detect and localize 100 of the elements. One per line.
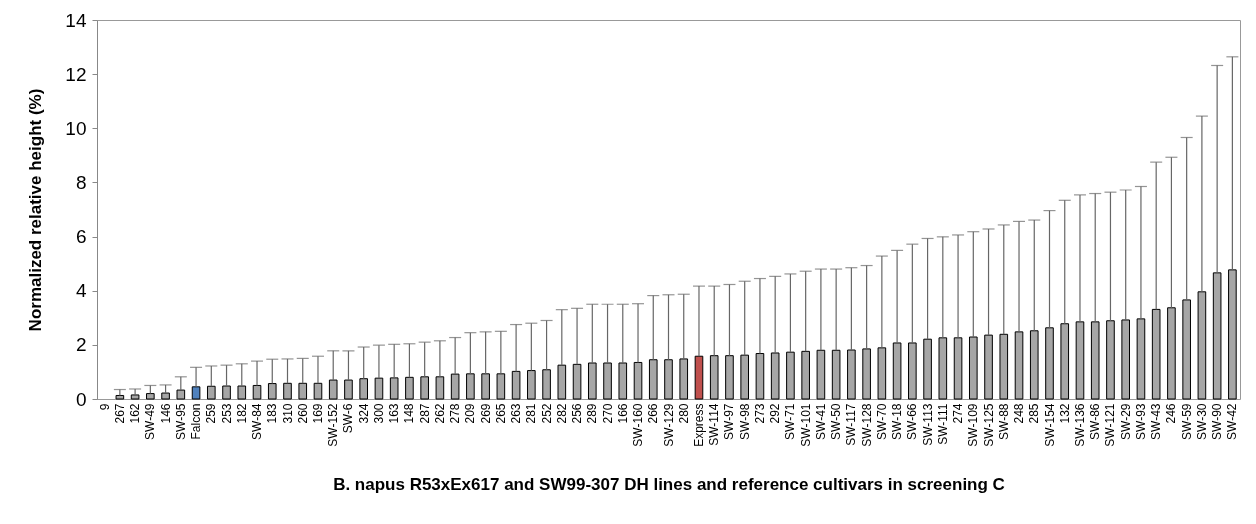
bar: [481, 373, 490, 400]
bar: [862, 348, 871, 400]
bar: [267, 383, 277, 400]
bar: [1197, 291, 1207, 400]
x-tick-label: 9: [97, 403, 112, 411]
bar: [130, 394, 140, 400]
x-tick-label: 289: [585, 403, 600, 424]
x-tick-label: 252: [539, 403, 554, 424]
y-tick-label: 6: [75, 226, 87, 248]
x-tick-label: SW-66: [905, 403, 920, 440]
bar: [770, 352, 780, 400]
y-tick-label: 10: [65, 117, 87, 139]
x-tick-label: 209: [463, 403, 478, 424]
y-axis-title: Normalized relative height (%): [26, 88, 46, 332]
x-tick-label: 280: [676, 403, 691, 424]
x-tick-label: SW-70: [874, 403, 889, 440]
bar: [374, 377, 384, 400]
bar: [557, 364, 567, 400]
x-tick-label: 273: [752, 403, 767, 424]
bar: [1228, 269, 1237, 400]
bar: [908, 342, 917, 400]
x-tick-label: SW-30: [1194, 403, 1209, 440]
x-tick-label: 262: [432, 403, 447, 424]
bar: [359, 378, 369, 400]
bar: [328, 379, 338, 400]
bar: [587, 362, 597, 400]
x-tick-label: 146: [158, 403, 173, 424]
x-tick-label: SW-113: [920, 403, 935, 446]
x-tick-label: 265: [493, 403, 508, 424]
bar: [542, 369, 551, 400]
x-tick-label: 253: [219, 403, 234, 424]
bar: [1014, 331, 1024, 400]
x-tick-label: SW-50: [829, 403, 844, 440]
x-tick-label: SW-101: [798, 403, 813, 447]
bar: [222, 385, 231, 400]
x-tick-label: 182: [234, 403, 249, 424]
x-tick-label: SW-88: [996, 403, 1011, 440]
y-tick-label: 0: [75, 388, 87, 410]
bar: [146, 393, 155, 400]
x-tick-label: SW-111: [935, 403, 950, 445]
bar: [466, 373, 475, 400]
bar: [892, 342, 902, 400]
x-tick-label: SW-136: [1072, 403, 1087, 447]
bar: [618, 362, 628, 400]
x-tick-label: 259: [204, 403, 219, 424]
bar: [816, 349, 826, 400]
x-tick-label: 274: [951, 403, 966, 424]
bar: [1121, 319, 1131, 400]
bar: [968, 336, 978, 400]
x-tick-label: 292: [768, 403, 783, 424]
bar: [176, 389, 186, 400]
x-tick-label: SW-95: [173, 403, 188, 440]
x-tick-label: SW-86: [1088, 403, 1103, 440]
bar: [801, 350, 810, 400]
bar: [283, 382, 292, 400]
x-tick-label: SW-117: [844, 403, 859, 446]
x-tick-label: SW-121: [1103, 403, 1118, 447]
x-tick-label: 163: [387, 403, 402, 424]
bar: [679, 358, 689, 400]
bar: [1090, 321, 1100, 400]
bar: [1060, 323, 1070, 400]
x-tick-label: SW-152: [326, 403, 341, 447]
bar: [496, 373, 506, 400]
bar: [572, 363, 582, 400]
bar: [877, 347, 887, 400]
x-tick-label: Express: [691, 403, 706, 447]
bar: [1029, 330, 1039, 400]
bar: [344, 379, 353, 400]
x-tick-label: SW-59: [1179, 403, 1194, 440]
bar: [1167, 307, 1176, 400]
y-tick-label: 12: [65, 63, 87, 85]
x-tick-label: SW-154: [1042, 403, 1057, 447]
bar: [709, 355, 719, 400]
x-tick-label: SW-93: [1133, 403, 1148, 440]
bar: [450, 373, 460, 400]
bar: [603, 362, 612, 400]
bar: [1106, 320, 1115, 400]
bar: [435, 376, 445, 400]
x-tick-label: SW-18: [890, 403, 905, 440]
x-tick-label: Falcon: [189, 403, 204, 440]
x-tick-label: SW-98: [737, 403, 752, 440]
y-tick-label: 4: [75, 280, 87, 302]
bar: [420, 376, 429, 400]
bar: [527, 370, 536, 400]
bar: [1075, 321, 1085, 400]
x-tick-label: SW-29: [1118, 403, 1133, 440]
bar: [786, 351, 795, 400]
y-tick-label: 2: [75, 334, 87, 356]
bar: [923, 338, 932, 400]
bar: [831, 349, 841, 400]
bar: [694, 355, 704, 400]
bar: [938, 337, 948, 400]
bar: [999, 333, 1009, 400]
x-tick-label: 266: [646, 403, 661, 424]
bar: [206, 385, 216, 400]
y-tick-label: 14: [65, 9, 87, 31]
bar: [298, 382, 308, 400]
x-tick-label: 256: [570, 403, 585, 424]
bar: [252, 384, 262, 400]
bar: [1212, 272, 1222, 400]
